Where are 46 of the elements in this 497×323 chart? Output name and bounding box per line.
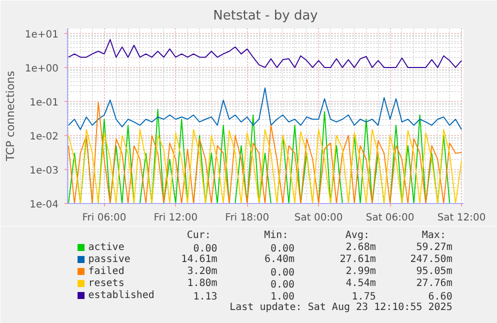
text: 0.00 (270, 280, 295, 290)
line-series (68, 87, 462, 130)
text: 27.61m (340, 254, 376, 265)
line-series (68, 39, 462, 68)
text: 4.54m (346, 278, 376, 289)
text: 1.80m (187, 278, 218, 289)
text: Last update: Sat Aug 23 12:10:55 2025 (230, 302, 452, 313)
text: Avg: (345, 230, 370, 241)
x-tick-label: Sat 12:00 (437, 212, 486, 224)
x-tick-label: Sat 00:00 (294, 212, 343, 224)
text: 95.05m (416, 266, 452, 277)
text: 3.20m (187, 266, 218, 277)
text: 59.27m (416, 242, 452, 253)
text: 14.61m (181, 254, 218, 265)
text: Max: (422, 230, 446, 241)
text: 0.00 (270, 244, 295, 254)
y-tick-label: 1e-04 (30, 200, 59, 210)
y-tick-label: 1e+00 (24, 63, 59, 74)
text: 27.76m (416, 278, 452, 289)
x-tick-label: Fri 06:00 (82, 212, 126, 224)
text: 2.99m (346, 266, 376, 277)
text: 0.00 (270, 268, 295, 278)
legend-label: active (88, 242, 124, 253)
y-axis-title: TCP connections (4, 70, 17, 162)
text: 247.50m (410, 254, 452, 265)
text: 1.13 (193, 292, 218, 302)
legend-label: resets (88, 278, 124, 289)
x-tick-label: Sat 06:00 (366, 212, 414, 224)
text: 0.00 (193, 244, 218, 254)
chart-title: Netstat - by day (213, 8, 318, 24)
text: 6.60 (428, 292, 452, 302)
y-tick-label: 1e-01 (30, 97, 59, 108)
text: Min: (264, 230, 288, 241)
text: 6.40m (264, 254, 295, 265)
text: 1.00 (270, 292, 295, 302)
text: Cur: (186, 230, 211, 241)
x-tick-label: Fri 12:00 (154, 212, 198, 224)
y-tick-label: 1e-03 (30, 165, 59, 176)
text: 2.68m (346, 242, 376, 253)
legend-label: established (88, 290, 154, 301)
legend-label: failed (88, 266, 124, 277)
y-tick-label: 1e-02 (30, 131, 59, 142)
y-tick-label: 1e+01 (24, 29, 59, 40)
legend-label: passive (88, 254, 130, 265)
text: 1.75 (352, 292, 376, 302)
x-tick-label: Fri 18:00 (225, 212, 270, 224)
